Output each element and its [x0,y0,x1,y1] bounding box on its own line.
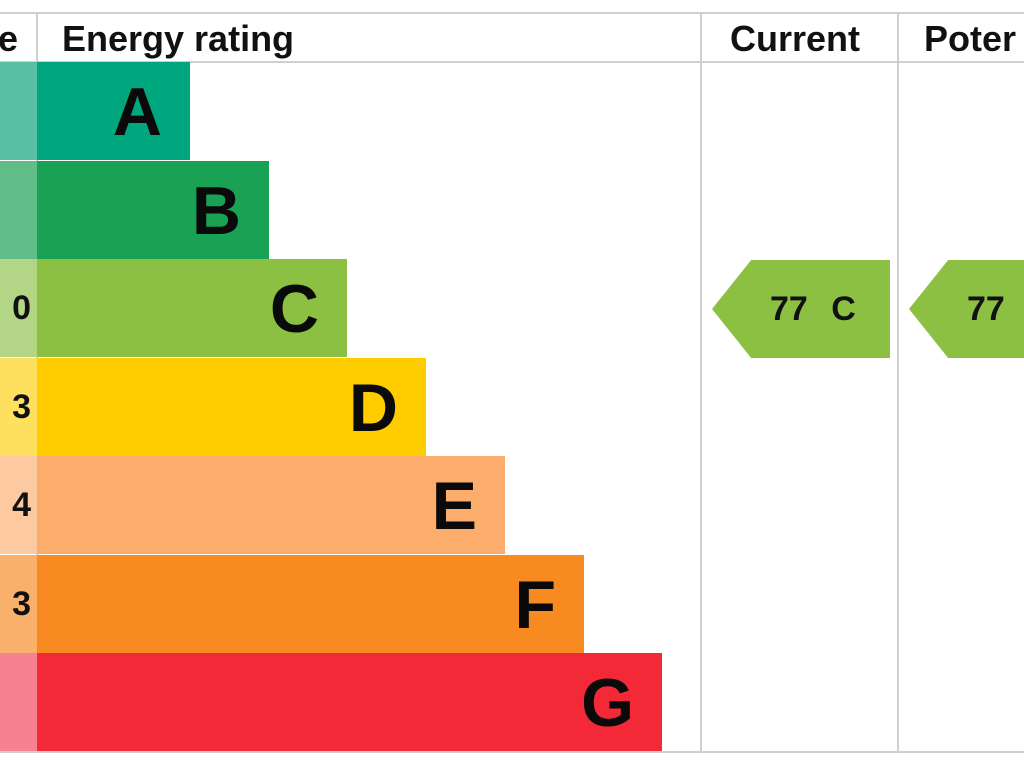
band-e: E [37,456,505,554]
score-cell-b [0,161,37,259]
band-letter-g: G [581,665,634,741]
bottom-border [0,751,1024,753]
band-letter-a: A [112,74,162,150]
top-border [0,12,1024,14]
current-column-header: Current [730,18,861,59]
band-g: G [37,653,662,751]
current-column-divider [700,14,702,752]
score-cell-g [0,653,37,751]
band-letter-b: B [191,173,241,249]
header-divider [0,61,1024,63]
band-f: F [37,555,584,653]
potential-rating-label: 77 [967,290,1005,328]
band-d: D [37,358,426,456]
band-letter-f: F [514,567,556,643]
potential-column-divider [897,14,899,752]
band-a: A [37,62,190,160]
score-value-e: 4 [12,486,31,524]
band-b: B [37,161,269,259]
potential-column-header: Poter [924,18,1017,59]
score-cell-c: 0 [0,259,37,357]
score-cell-f: 3 [0,555,37,653]
score-cell-a [0,62,37,160]
score-column-header: e [0,18,19,59]
band-letter-e: E [431,468,477,544]
score-value-d: 3 [12,388,31,426]
potential-rating-arrow: 77 [909,260,1024,358]
band-letter-d: D [348,370,398,446]
score-cell-e: 4 [0,456,37,554]
score-value-f: 3 [12,585,31,623]
current-rating-label: 77 C [770,290,856,328]
current-rating-arrow: 77 C [712,260,890,358]
score-value-c: 0 [12,289,31,327]
band-c: C [37,259,347,357]
score-cell-d: 3 [0,358,37,456]
energy-rating-header: Energy rating [62,18,295,59]
band-letter-c: C [269,271,319,347]
